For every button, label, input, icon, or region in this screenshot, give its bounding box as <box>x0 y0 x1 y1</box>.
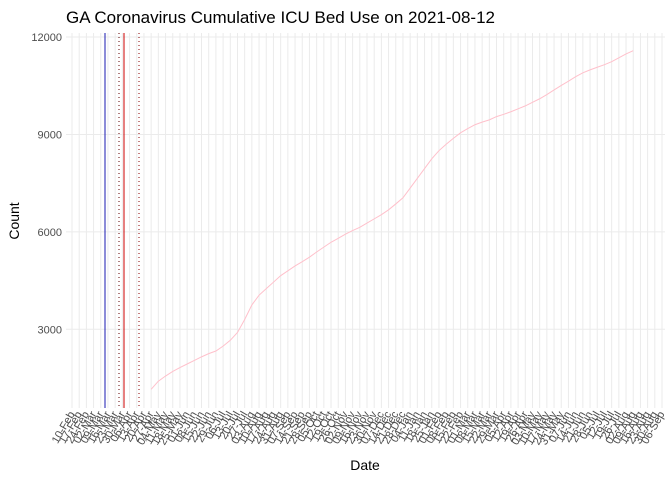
y-tick-label: 6000 <box>38 227 62 239</box>
chart-title: GA Coronavirus Cumulative ICU Bed Use on… <box>66 8 495 27</box>
x-axis-title: Date <box>350 457 380 473</box>
y-axis-title: Count <box>6 202 22 239</box>
data-line <box>150 50 634 390</box>
plot-area <box>150 50 634 390</box>
y-tick-label: 12000 <box>31 32 62 44</box>
y-tick-label: 9000 <box>38 129 62 141</box>
grid <box>66 33 665 408</box>
y-tick-label: 3000 <box>38 324 62 336</box>
